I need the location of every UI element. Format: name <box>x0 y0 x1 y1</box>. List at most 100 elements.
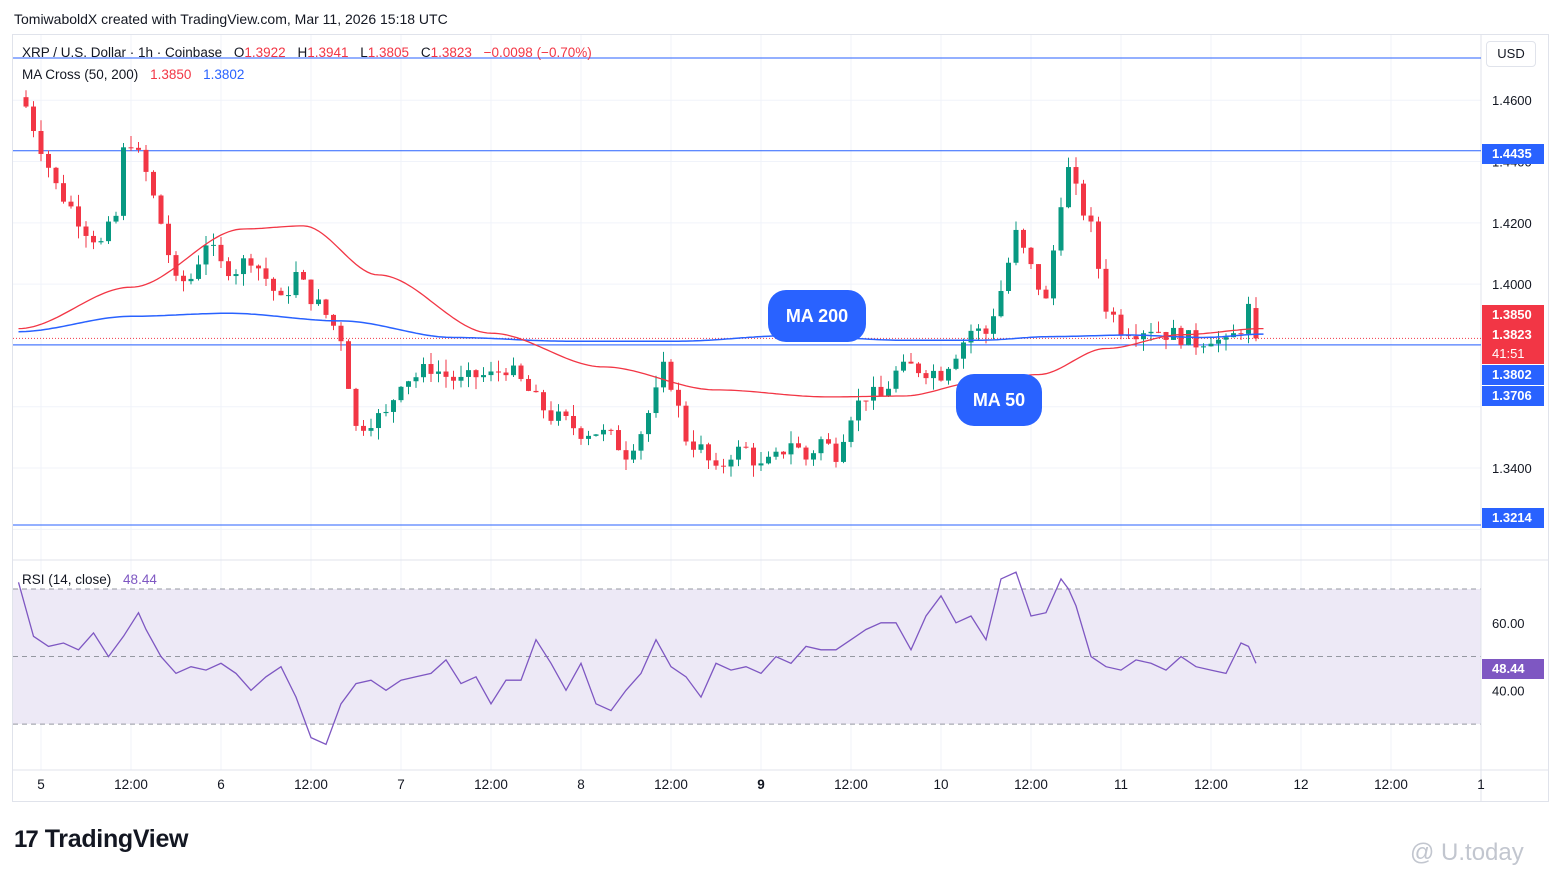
time-tick-label: 12:00 <box>834 777 868 792</box>
symbol-legend[interactable]: XRP / U.S. Dollar · 1h · Coinbase O1.392… <box>22 45 594 60</box>
candle-body <box>451 376 456 381</box>
candle-body <box>826 439 831 444</box>
candle-body <box>181 275 186 282</box>
candle-body <box>601 429 606 435</box>
candle-body <box>983 328 989 334</box>
candle-body <box>106 221 111 242</box>
candle-body <box>316 299 321 305</box>
candle-body <box>968 330 974 343</box>
rsi-tick-label: 60.00 <box>1492 616 1525 631</box>
candle-body <box>68 201 74 207</box>
rsi-legend[interactable]: RSI (14, close) 48.44 <box>22 572 159 587</box>
candle-body <box>961 342 966 359</box>
time-tick-label: 7 <box>397 777 405 792</box>
candle-body <box>113 215 119 222</box>
last-price-label: 1.3823 <box>1482 325 1544 345</box>
time-tick-label: 5 <box>37 777 45 792</box>
candle-body <box>863 400 869 402</box>
candle-body <box>1058 207 1064 251</box>
candle-body <box>361 425 366 431</box>
candle-body <box>706 444 711 461</box>
horizontal-lines <box>13 57 1481 526</box>
candle-body <box>263 268 269 279</box>
candle-body <box>878 386 884 397</box>
candle-body <box>391 400 396 412</box>
rsi-axis-ticks: 60.00 40.00 <box>1492 616 1525 699</box>
candle-body <box>1013 229 1019 263</box>
utoday-watermark: @ U.today <box>1410 839 1524 866</box>
chart-caption: TomiwaboldX created with TradingView.com… <box>14 11 448 27</box>
candle-body <box>593 434 599 436</box>
time-tick-label: 12:00 <box>294 777 328 792</box>
ma200-line <box>18 312 1264 342</box>
candle-body <box>991 316 996 334</box>
ohlc-low-label: L <box>360 45 368 60</box>
candle-body <box>713 460 719 466</box>
candle-body <box>136 147 141 150</box>
candle-body <box>278 290 284 296</box>
rsi-tick-label: 40.00 <box>1492 683 1525 698</box>
candle-body <box>1141 333 1146 340</box>
candle-body <box>833 443 839 462</box>
candle-body <box>473 370 479 378</box>
candle-body <box>998 290 1004 317</box>
candle-body <box>38 130 44 154</box>
candle-body <box>323 299 329 315</box>
candle-body <box>818 439 824 454</box>
candle-body <box>398 386 404 401</box>
chart-frame <box>12 34 1549 802</box>
candle-body <box>1208 343 1214 347</box>
candle-body <box>83 226 89 236</box>
candle-body <box>856 400 861 421</box>
time-tick-label: 12:00 <box>1014 777 1048 792</box>
candle-body <box>946 368 951 381</box>
candle-body <box>923 373 929 379</box>
currency-button[interactable]: USD <box>1486 41 1536 67</box>
candle-body <box>638 434 644 451</box>
tradingview-logo-icon: 17 <box>14 825 39 853</box>
tradingview-logo[interactable]: 17 TradingView <box>14 825 189 854</box>
candle-body <box>203 245 209 265</box>
candle-body <box>623 450 629 460</box>
candle-body <box>413 377 419 382</box>
ma200-annotation[interactable]: MA 200 <box>768 290 866 342</box>
candle-body <box>811 453 816 460</box>
time-axis-ticks: 5 12:00 6 12:00 7 12:00 8 12:00 9 12:00 10 12:00 11 1… <box>37 777 1485 792</box>
candle-body <box>1043 289 1049 299</box>
time-tick-label: 12:00 <box>474 777 508 792</box>
candle-body <box>151 171 156 196</box>
candle-body <box>91 235 96 243</box>
candles <box>23 90 1259 477</box>
resistance-price-label: 1.4435 <box>1482 144 1544 164</box>
ohlc-close-value: 1.3823 <box>430 45 472 60</box>
candle-body <box>383 411 389 414</box>
ohlc-open-label: O <box>233 45 245 60</box>
symbol-title: XRP / U.S. Dollar · 1h · Coinbase <box>22 45 223 60</box>
rsi-value-label: 48.44 <box>1482 659 1544 679</box>
ma-legend[interactable]: MA Cross (50, 200) 1.3850 1.3802 <box>22 67 246 82</box>
candle-body <box>466 370 471 377</box>
candle-body <box>631 450 636 460</box>
tradingview-logo-text: TradingView <box>44 825 189 853</box>
candle-body <box>248 258 254 266</box>
candle-body <box>188 278 194 282</box>
time-tick-label: 10 <box>933 777 948 792</box>
candle-body <box>406 381 411 387</box>
candle-body <box>1073 167 1079 184</box>
candle-body <box>871 386 876 401</box>
time-tick-label: 6 <box>217 777 225 792</box>
candle-body <box>233 274 239 277</box>
candle-body <box>503 372 509 376</box>
candle-body <box>368 428 374 431</box>
candle-body <box>1201 346 1206 348</box>
candle-body <box>421 364 426 378</box>
candle-body <box>196 264 201 279</box>
ma50-annotation[interactable]: MA 50 <box>956 374 1042 426</box>
candle-body <box>1036 264 1041 290</box>
candle-body <box>226 261 231 277</box>
candle-body <box>256 265 261 269</box>
candle-body <box>571 415 576 429</box>
candle-body <box>608 429 614 431</box>
candle-body <box>1133 336 1139 340</box>
